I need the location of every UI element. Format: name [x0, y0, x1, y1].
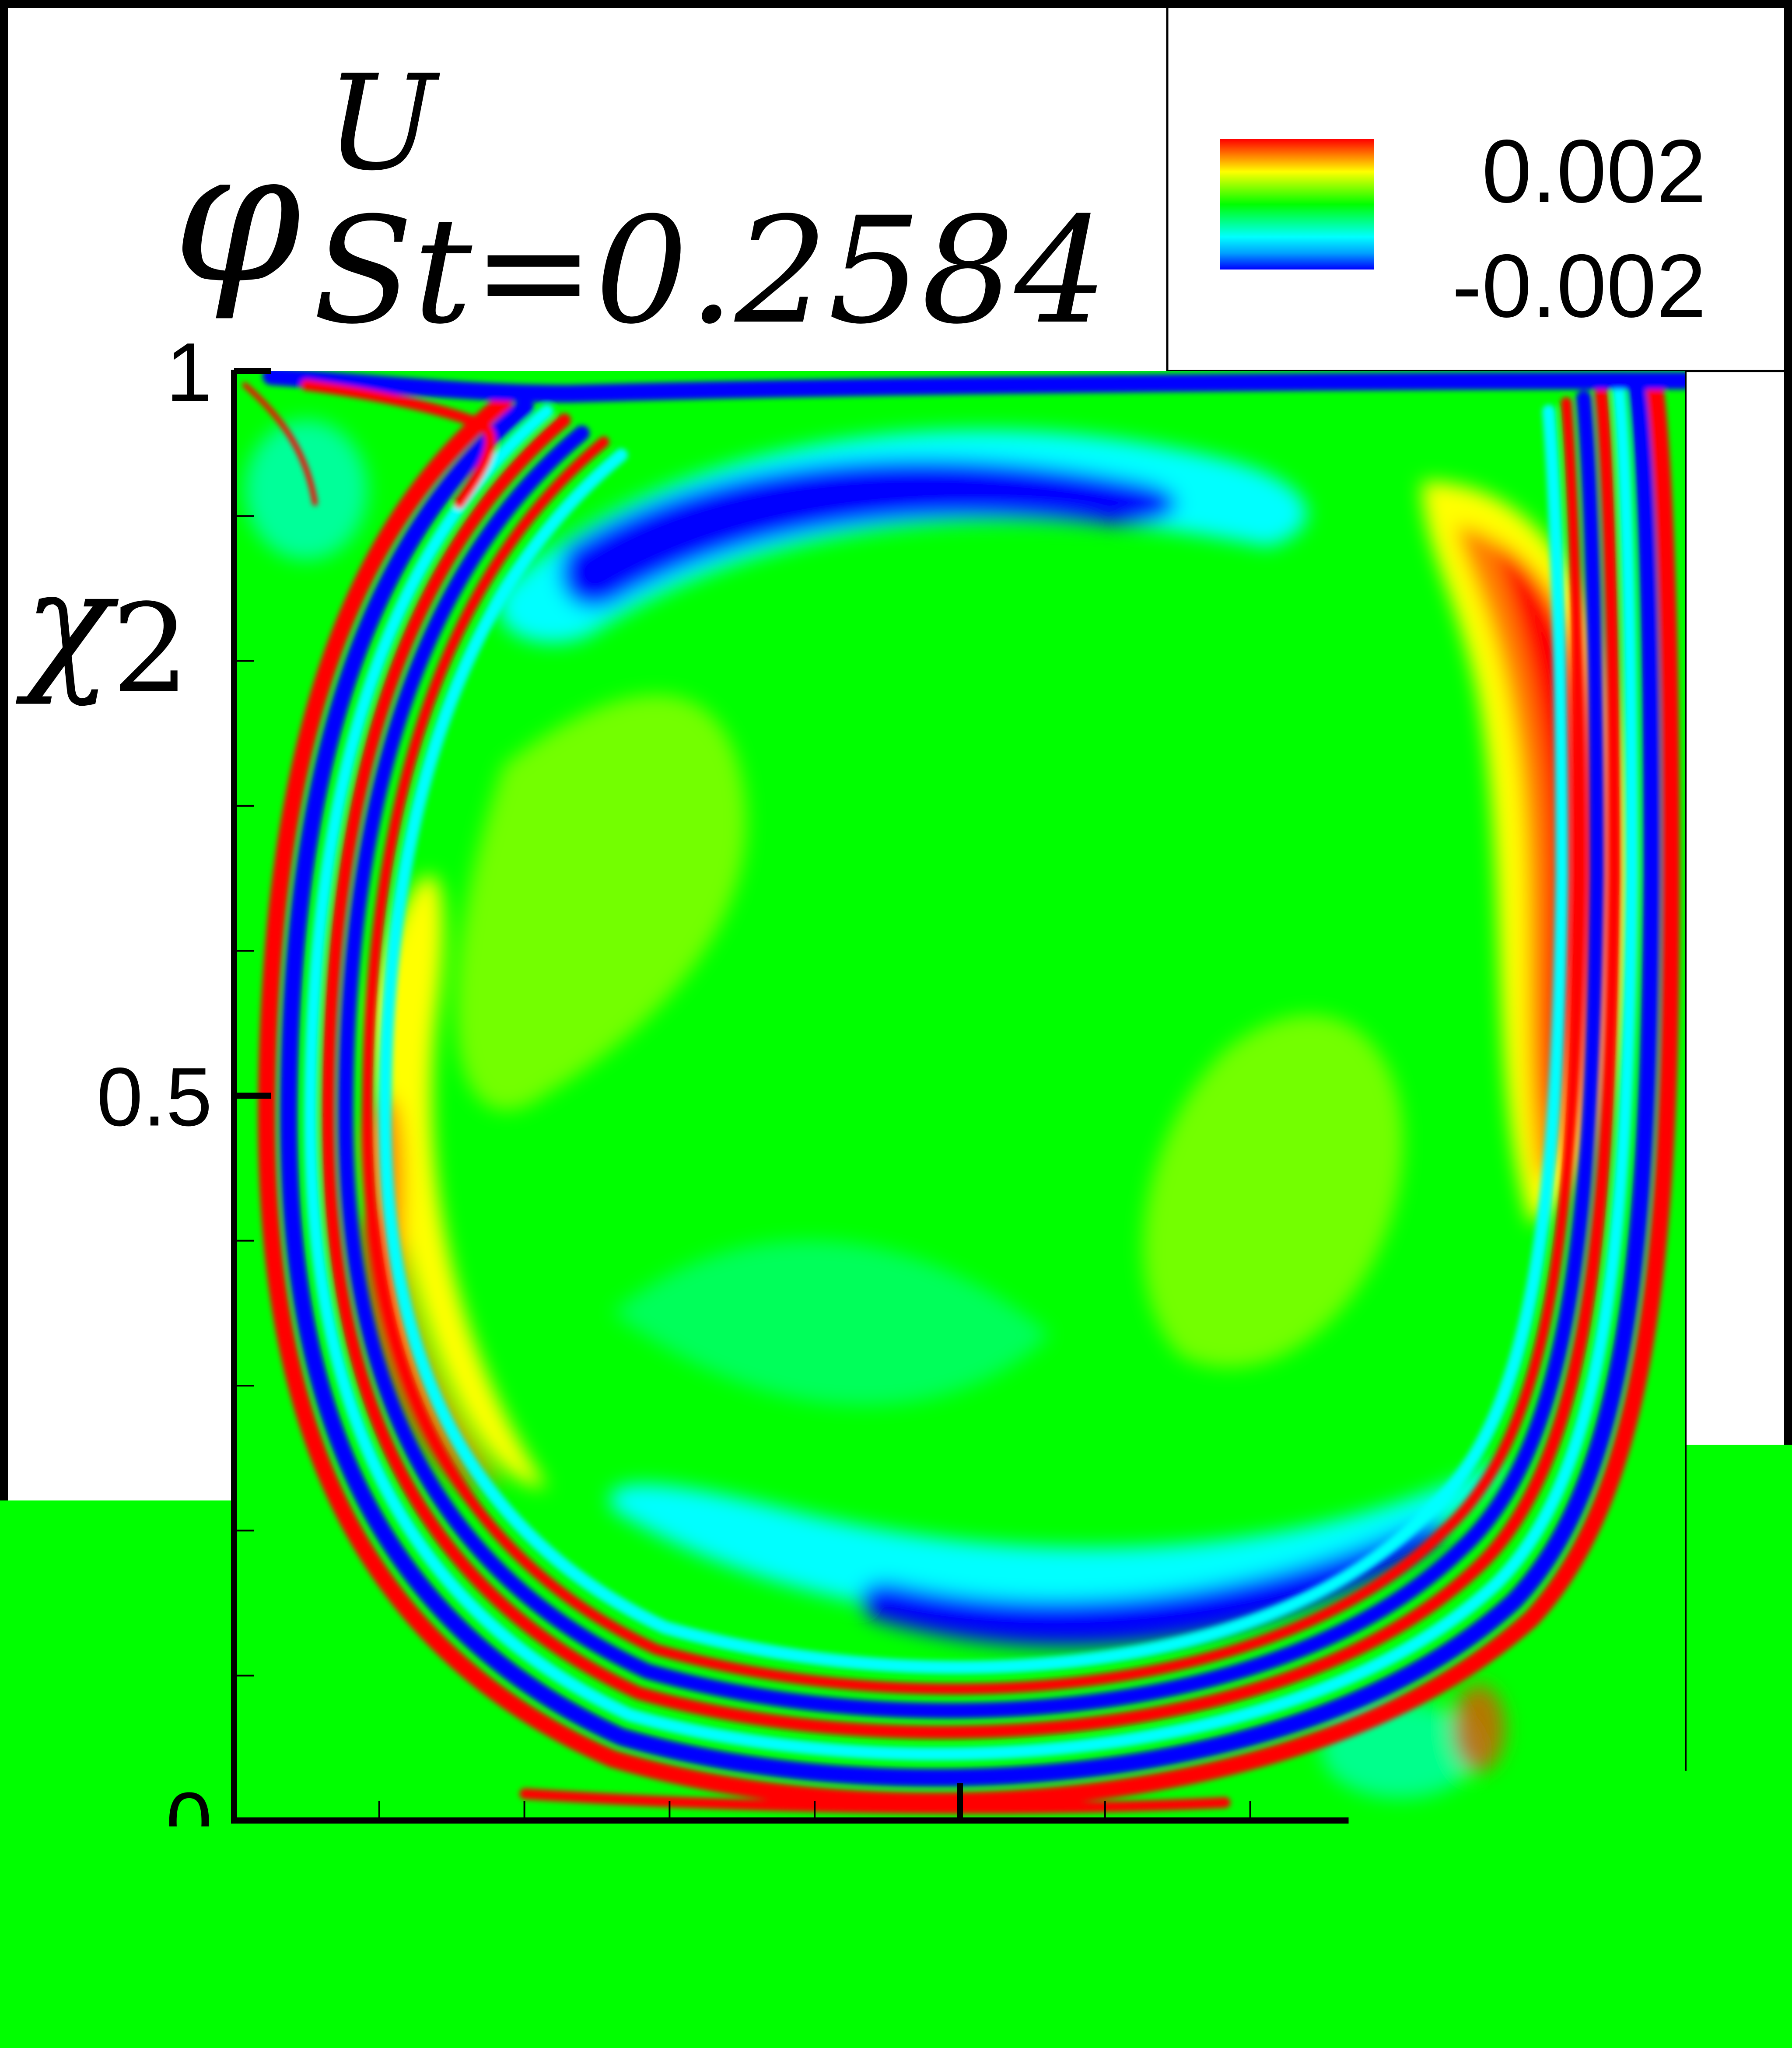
- y-axis-label: χ 2: [15, 540, 189, 721]
- y-axis-subscript: 2: [112, 578, 189, 721]
- colorbar: [1220, 139, 1374, 270]
- x-axis-subscript: 1: [1295, 1882, 1373, 2024]
- y-tick-label: 0.5: [97, 1051, 212, 1144]
- colorbar-min-label: -0.002: [1452, 236, 1706, 336]
- y-axis-symbol: χ: [15, 540, 119, 708]
- y-tick-label: 1: [166, 326, 212, 419]
- x-tick-label: 1: [1662, 1844, 1709, 1936]
- title-superscript: U: [326, 47, 441, 200]
- x-tick-label: 0: [211, 1844, 257, 1936]
- x-tick-label: 0.5: [902, 1844, 1018, 1936]
- x-axis-symbol: χ: [1198, 1844, 1302, 2012]
- colorbar-max-label: 0.002: [1482, 121, 1706, 221]
- title-symbol: φ: [173, 110, 302, 324]
- y-tick-label: 0: [166, 1775, 212, 1868]
- contour-field: [234, 371, 1686, 1820]
- title-subscript: St=0.2584: [313, 186, 1108, 357]
- x-axis-label: χ 1: [1198, 1844, 1373, 2024]
